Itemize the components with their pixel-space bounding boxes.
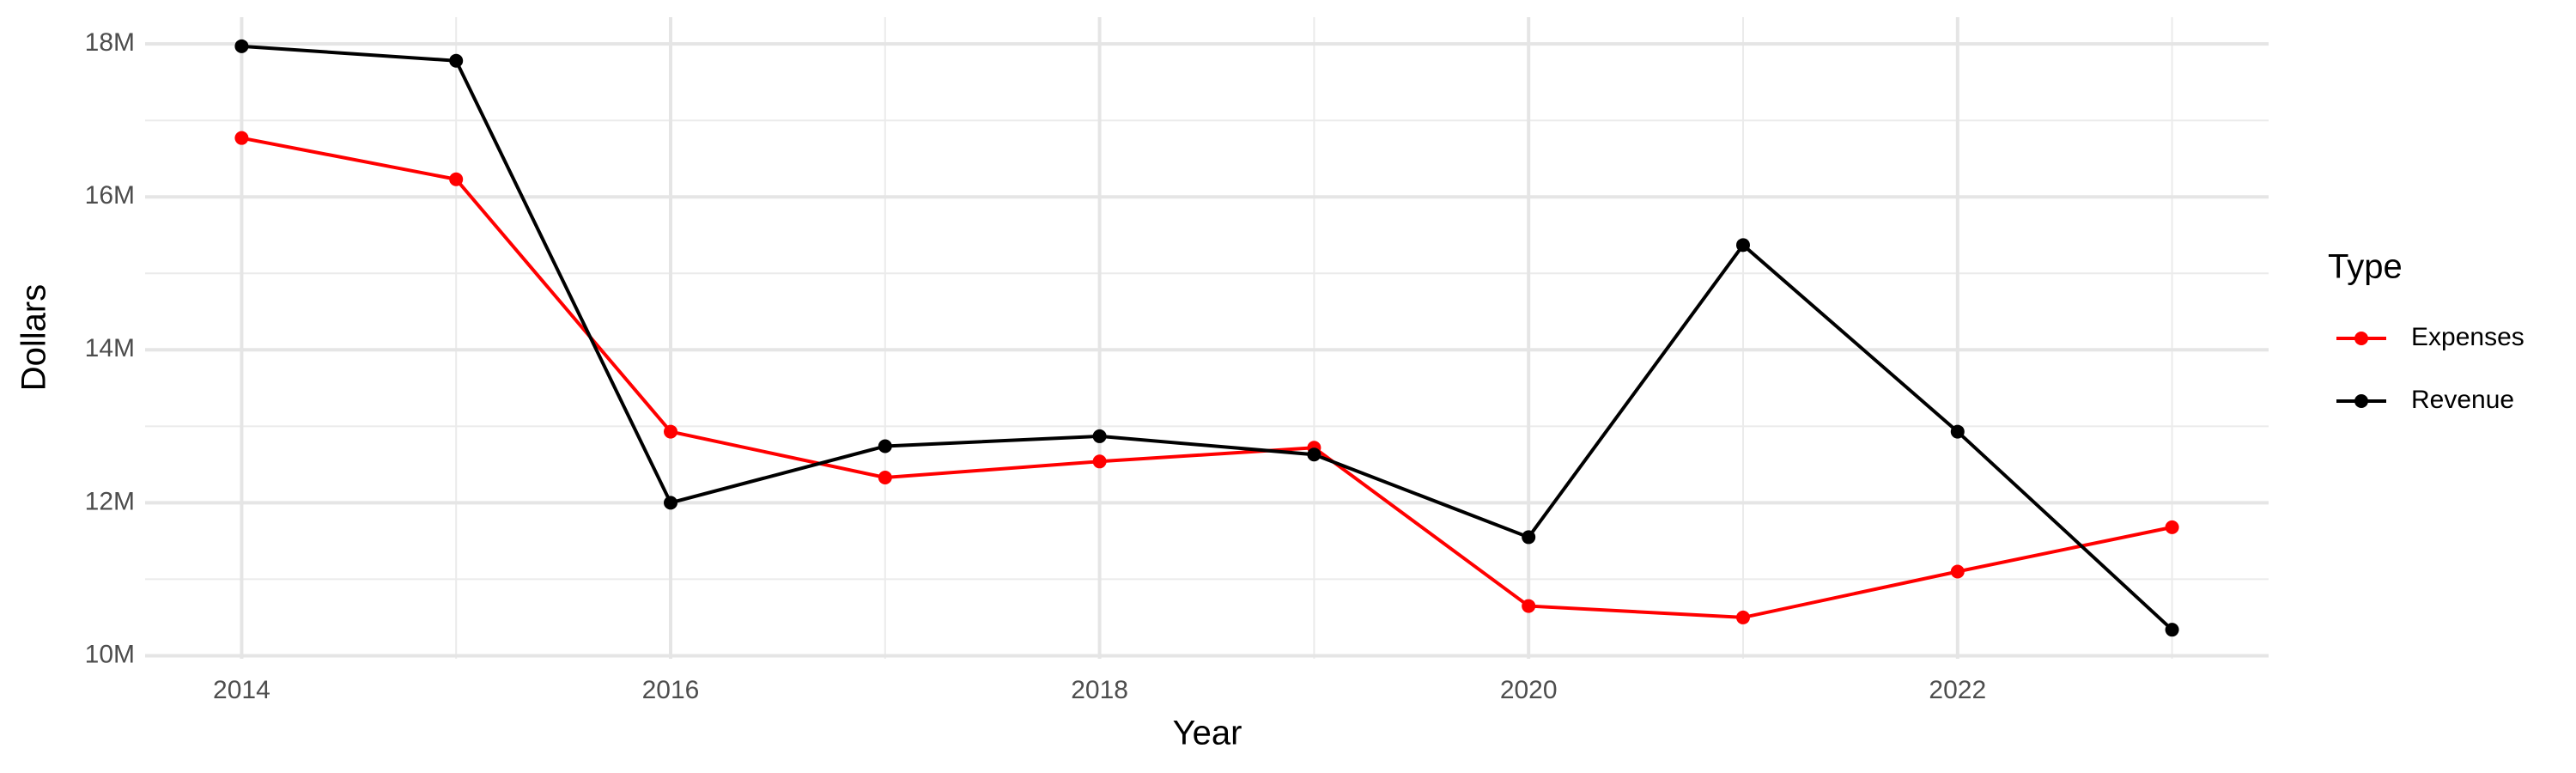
- x-tick-label: 2018: [1071, 676, 1128, 704]
- data-point: [1950, 424, 1965, 439]
- data-point: [1735, 238, 1750, 253]
- grid: [145, 17, 2269, 659]
- data-point: [1522, 599, 1536, 613]
- data-point: [1092, 429, 1107, 443]
- data-point: [664, 496, 678, 510]
- y-tick-label: 12M: [85, 487, 135, 515]
- data-point: [1092, 454, 1107, 469]
- data-point: [234, 39, 249, 53]
- legend-title: Type: [2328, 248, 2403, 286]
- data-point: [2165, 623, 2179, 637]
- data-point: [234, 131, 249, 145]
- data-point: [878, 439, 892, 453]
- plot-marks: [234, 39, 2179, 637]
- legend-label: Revenue: [2411, 386, 2514, 414]
- data-point: [1522, 530, 1536, 545]
- legend-point: [2354, 394, 2368, 408]
- series-line: [241, 136, 2172, 619]
- y-tick-label: 16M: [85, 181, 135, 210]
- data-point: [2165, 520, 2179, 534]
- legend-point: [2354, 332, 2368, 345]
- data-point: [664, 424, 678, 439]
- data-point: [449, 53, 464, 68]
- x-tick-label: 2022: [1929, 676, 1986, 704]
- data-point: [1307, 447, 1321, 462]
- x-axis-title: Year: [1173, 715, 1242, 752]
- data-point: [1950, 564, 1965, 579]
- legend-label: Expenses: [2411, 323, 2524, 351]
- series-line: [241, 44, 2173, 631]
- y-tick-label: 10M: [85, 640, 135, 668]
- x-tick-label: 2016: [642, 676, 700, 704]
- data-point: [1735, 610, 1750, 624]
- y-tick-label: 14M: [85, 334, 135, 362]
- data-point: [449, 172, 464, 186]
- data-point: [878, 470, 892, 484]
- x-tick-label: 2020: [1500, 676, 1558, 704]
- y-tick-label: 18M: [85, 28, 135, 57]
- y-axis-title: Dollars: [15, 284, 53, 391]
- x-tick-label: 2014: [213, 676, 270, 704]
